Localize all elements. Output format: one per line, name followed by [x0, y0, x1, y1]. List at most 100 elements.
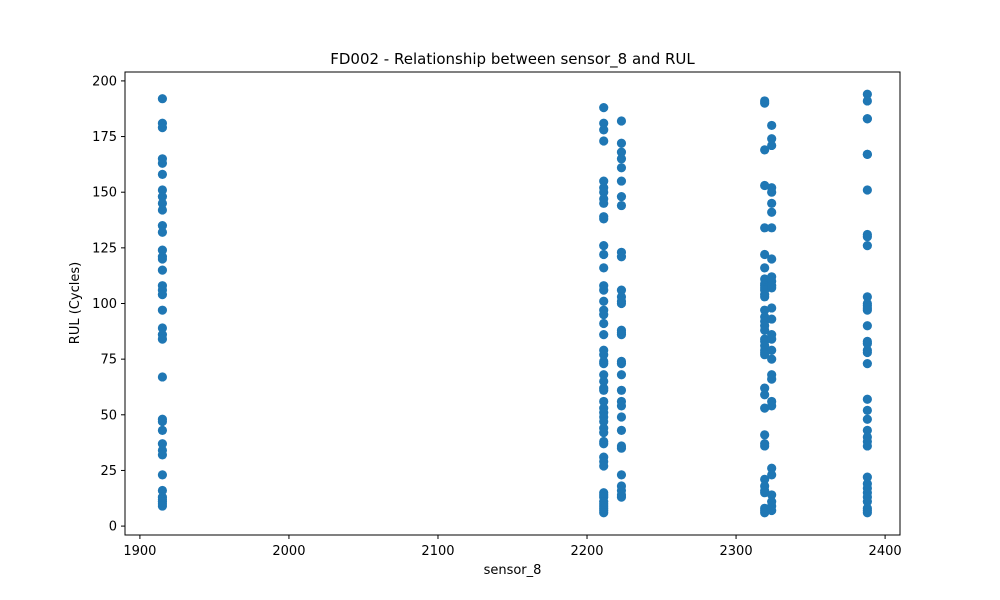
data-point: [767, 505, 777, 516]
data-point: [157, 158, 168, 168]
data-point: [157, 450, 168, 460]
data-point: [599, 249, 609, 260]
y-tick-label: 0: [109, 520, 117, 535]
data-point: [157, 227, 168, 237]
data-point: [157, 205, 168, 215]
data-point: [157, 470, 168, 480]
data-point: [616, 412, 627, 422]
data-point: [599, 376, 609, 387]
data-point: [767, 303, 777, 313]
y-tick-label: 125: [92, 241, 117, 256]
data-point: [760, 508, 770, 518]
data-point: [157, 425, 168, 435]
data-point: [862, 114, 872, 124]
data-point: [760, 292, 770, 302]
data-point: [862, 232, 872, 242]
data-point: [862, 405, 872, 415]
data-point: [599, 385, 609, 395]
data-point: [767, 374, 777, 384]
data-point: [760, 441, 770, 451]
data-point: [767, 490, 777, 500]
data-point: [862, 414, 872, 424]
data-point: [599, 508, 609, 518]
data-point: [599, 118, 609, 128]
data-point: [616, 370, 627, 380]
data-point: [767, 470, 777, 480]
data-point: [862, 441, 872, 451]
data-point: [760, 98, 770, 108]
data-point: [157, 372, 168, 382]
data-point: [616, 330, 627, 340]
data-point: [760, 145, 770, 155]
data-point: [599, 187, 609, 197]
data-point: [157, 290, 168, 300]
data-point: [862, 185, 872, 195]
data-point: [767, 207, 777, 217]
data-point: [599, 370, 609, 380]
data-point: [599, 241, 609, 251]
x-tick-label: 2000: [272, 544, 305, 559]
data-point: [616, 443, 627, 453]
data-point: [760, 223, 770, 233]
chart-title: FD002 - Relationship between sensor_8 an…: [330, 50, 695, 69]
data-point: [599, 198, 609, 208]
data-point: [157, 485, 168, 496]
x-tick-label: 2300: [720, 544, 753, 559]
data-point: [599, 310, 609, 320]
data-point: [616, 252, 627, 262]
data-point: [767, 254, 777, 264]
data-point: [767, 463, 777, 473]
data-point: [862, 96, 872, 106]
data-point: [157, 123, 168, 133]
data-point: [767, 120, 777, 131]
data-point: [760, 180, 770, 191]
data-point: [599, 136, 609, 146]
data-point: [616, 176, 627, 186]
data-point: [157, 94, 168, 104]
data-point: [157, 254, 168, 264]
data-point: [157, 265, 168, 275]
data-point: [767, 140, 777, 151]
data-point: [599, 296, 609, 306]
data-point: [157, 198, 168, 208]
data-point: [862, 359, 872, 369]
y-tick-label: 100: [92, 297, 117, 312]
data-point: [767, 198, 777, 208]
data-point: [616, 470, 627, 480]
data-point: [760, 383, 770, 393]
data-point: [157, 323, 168, 333]
data-point: [767, 334, 777, 344]
points-layer: [157, 89, 872, 518]
data-point: [616, 492, 627, 502]
x-tick-label: 2200: [570, 544, 603, 559]
y-tick-label: 200: [92, 74, 117, 89]
data-point: [157, 185, 168, 195]
data-point: [767, 187, 777, 197]
data-point: [157, 416, 168, 427]
data-point: [157, 169, 168, 179]
data-point: [862, 321, 872, 331]
data-point: [616, 359, 627, 369]
data-point: [599, 176, 609, 186]
data-point: [616, 385, 627, 395]
data-point: [767, 345, 777, 355]
y-tick-label: 50: [100, 408, 117, 423]
data-point: [862, 292, 872, 302]
data-point: [862, 305, 872, 315]
data-point: [616, 401, 627, 411]
data-point: [599, 125, 609, 135]
data-point: [760, 325, 770, 335]
data-point: [760, 305, 770, 315]
data-point: [862, 89, 872, 99]
data-point: [862, 472, 872, 482]
data-point: [599, 318, 609, 329]
data-point: [767, 314, 777, 324]
data-point: [157, 439, 168, 449]
data-point: [616, 285, 627, 295]
y-tick-label: 25: [100, 464, 117, 479]
data-point: [599, 214, 609, 224]
data-point: [862, 347, 872, 358]
data-point: [760, 263, 770, 273]
data-point: [157, 245, 168, 255]
